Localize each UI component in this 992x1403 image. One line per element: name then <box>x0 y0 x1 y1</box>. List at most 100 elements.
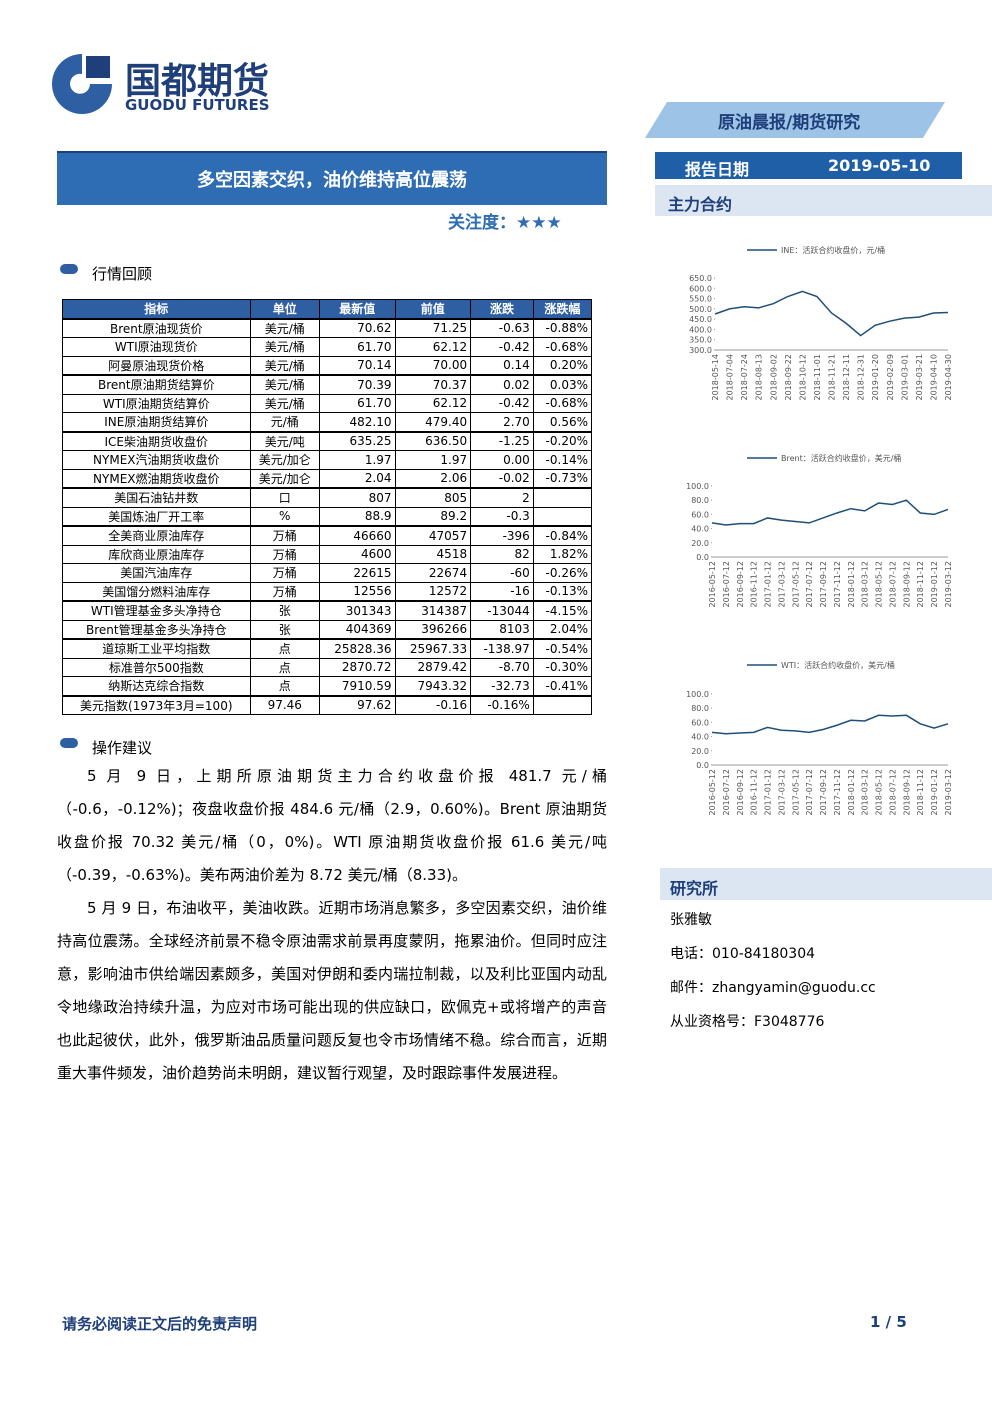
y-tick-label: 350.0 <box>689 336 712 345</box>
x-tick-label: 2018-03-12 <box>861 561 870 608</box>
cell: 70.37 <box>394 374 472 395</box>
logo-icon <box>52 54 112 114</box>
x-tick-label: 2017-07-12 <box>805 561 814 608</box>
x-tick-label: 2017-07-12 <box>805 769 814 816</box>
cell: 美元指数(1973年3月=100) <box>62 695 251 715</box>
x-tick-label: 2017-03-12 <box>777 561 786 608</box>
table-row: WTI管理基金多头净持仓张 301343 314387 -13044 -4.15% <box>62 600 593 621</box>
cell: 1.97 <box>394 450 472 470</box>
cell: -0.42 <box>470 337 534 357</box>
cell: 97.62 <box>318 695 396 715</box>
cell: 张 <box>249 619 320 640</box>
x-tick-label: 2018-09-02 <box>769 354 778 401</box>
x-tick-label: 2016-09-12 <box>736 561 745 608</box>
x-tick-label: 2019-03-12 <box>944 561 953 608</box>
cell: -0.26% <box>532 563 593 583</box>
table-row: 库欣商业原油库存 万桶 4600 4518 82 1.82% <box>62 544 593 564</box>
cell: -0.54% <box>532 638 593 659</box>
table-row: 美国馏分燃料油库存 万桶 12556 12572 -16 -0.13% <box>62 581 593 602</box>
header-cell: 最新值 <box>318 299 396 319</box>
cell: -0.73% <box>532 468 593 489</box>
table-row: Brent管理基金多头净持仓张 404369 396266 8103 2.04% <box>62 619 593 640</box>
cell: NYMEX汽油期货收盘价 <box>62 450 251 470</box>
cell: -0.16% <box>470 695 534 715</box>
cell: WTI原油期货结算价 <box>62 393 251 413</box>
x-tick-label: 2019-01-20 <box>871 354 880 401</box>
cell: -0.02 <box>470 468 534 489</box>
cell: 482.10 <box>318 412 396 432</box>
x-tick-label: 2017-01-12 <box>764 769 773 816</box>
row-group: WTI管理基金多头净持仓张 301343 314387 -13044 -4.15% Bre… <box>62 600 593 640</box>
attention: 关注度：★★★ <box>448 213 562 233</box>
x-tick-label: 2017-09-12 <box>819 561 828 608</box>
cell: 805 <box>394 487 472 508</box>
x-tick-label: 2018-03-12 <box>861 769 870 816</box>
section-heading: 操作建议 <box>92 739 153 757</box>
cell: 7943.32 <box>394 676 472 696</box>
header-cell: 涨跌幅 <box>532 299 593 319</box>
cell: 46660 <box>318 525 396 546</box>
cell: -0.42 <box>470 393 534 413</box>
row-group: 美国石油钻井数口 807 805 2 美国炼油厂开工率% 88.9 89.2 -0.3 <box>62 487 593 527</box>
cell: -0.30% <box>532 657 593 677</box>
y-tick-label: 600.0 <box>689 284 712 293</box>
x-tick-label: 2018-07-24 <box>740 354 749 401</box>
table-row: 全美商业原油库存 万桶 46660 47057 -396 -0.84% <box>62 525 593 546</box>
y-tick-label: 60.0 <box>691 510 709 519</box>
cell: -0.3 <box>470 506 534 527</box>
table-head: 指标 单位 最新值 前值 涨跌 涨跌幅 <box>62 299 593 319</box>
table-row: NYMEX汽油期货收盘价 美元/加仑 1.97 1.97 0.00 -0.14% <box>62 450 593 470</box>
date-label: 报告日期 <box>685 160 750 179</box>
cell: 美元/吨 <box>249 431 320 451</box>
cell: 美国汽油库存 <box>62 563 251 583</box>
cell: 8103 <box>470 619 534 640</box>
x-tick-label: 2016-09-12 <box>736 769 745 816</box>
x-tick-label: 2018-09-22 <box>784 354 793 401</box>
cell: 636.50 <box>394 431 472 451</box>
market-table: 指标 单位 最新值 前值 涨跌 涨跌幅 Brent原油现货价 美元/桶 70.62 71.25 -0… <box>62 299 593 715</box>
x-tick-label: 2018-12-11 <box>842 354 851 401</box>
x-tick-label: 2018-01-12 <box>847 769 856 816</box>
cell: 万桶 <box>249 581 320 602</box>
x-tick-label: 2017-03-12 <box>777 769 786 816</box>
table-row: Brent原油期货结算价 美元/桶 70.39 70.37 0.02 0.03% <box>62 374 593 395</box>
table-row: WTI原油期货结算价 美元/桶 61.70 62.12 -0.42 -0.68% <box>62 393 593 413</box>
x-tick-label: 2019-01-12 <box>930 769 939 816</box>
table-row: NYMEX燃油期货收盘价 美元/加仑 2.04 2.06 -0.02 -0.73% <box>62 468 593 489</box>
cell: 71.25 <box>394 318 472 338</box>
cell: 美元/加仑 <box>249 450 320 470</box>
x-tick-label: 2016-11-12 <box>750 561 759 608</box>
table-row: WTI原油现货价 美元/桶 61.70 62.12 -0.42 -0.68% <box>62 337 593 357</box>
x-tick-label: 2019-03-12 <box>944 769 953 816</box>
cell: 2.04% <box>532 619 593 640</box>
empty-cell <box>532 487 593 508</box>
row-group: 美元指数(1973年3月=100) 97.46 97.62 -0.16 -0.16% <box>62 695 593 715</box>
y-tick-label: 40.0 <box>691 525 709 534</box>
x-tick-label: 2018-11-12 <box>916 769 925 816</box>
y-tick-label: 20.0 <box>691 539 709 548</box>
cell: 万桶 <box>249 525 320 546</box>
x-tick-label: 2019-04-10 <box>929 354 938 401</box>
cell: -0.88% <box>532 318 593 338</box>
cell: -0.84% <box>532 525 593 546</box>
table-row: 道琼斯工业平均指数点 25828.36 25967.33 -138.97 -0.54% <box>62 638 593 659</box>
cell: 美国石油钻井数 <box>62 487 251 508</box>
y-tick-label: 0.0 <box>696 553 709 562</box>
y-tick-label: 450.0 <box>689 315 712 324</box>
x-tick-label: 2019-03-21 <box>915 354 924 401</box>
cell: 0.20% <box>532 355 593 376</box>
y-tick-label: 100.0 <box>686 690 709 699</box>
cell: 全美商业原油库存 <box>62 525 251 546</box>
cell: 7910.59 <box>318 676 396 696</box>
date: 2019-05-10 <box>828 156 931 175</box>
x-tick-label: 2018-07-12 <box>888 561 897 608</box>
research-bar <box>660 868 992 900</box>
cell: 12572 <box>394 581 472 602</box>
table-row: ICE柴油期货收盘价 美元/吨 635.25 636.50 -1.25 -0.20% <box>62 431 593 451</box>
cell: 2 <box>470 487 534 508</box>
table-row: INE原油期货结算价 元/桶 482.10 479.40 2.70 0.56% <box>62 412 593 432</box>
row-group: Brent原油期货结算价 美元/桶 70.39 70.37 0.02 0.03% WTI原油… <box>62 374 593 432</box>
table-row: 阿曼原油现货价格 美元/桶 70.14 70.00 0.14 0.20% <box>62 355 593 376</box>
cell: 点 <box>249 657 320 677</box>
